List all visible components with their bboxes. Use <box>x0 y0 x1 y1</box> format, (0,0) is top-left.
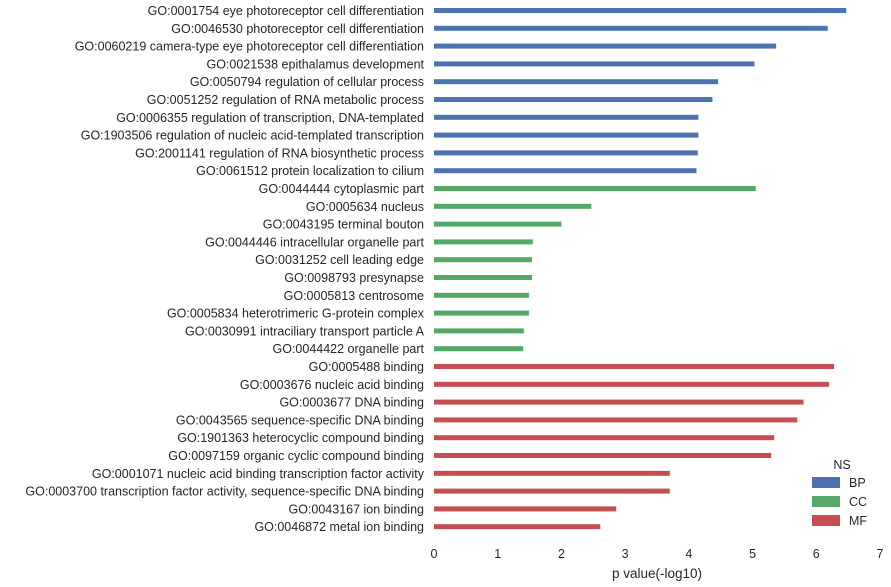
bar <box>434 328 524 334</box>
x-tick-label: 1 <box>494 547 501 561</box>
bars-layer <box>434 8 847 530</box>
category-label: GO:0001071 nucleic acid binding transcri… <box>92 467 425 481</box>
category-labels: GO:0001754 eye photoreceptor cell differ… <box>25 4 424 534</box>
bar <box>434 25 828 31</box>
bar <box>434 43 777 49</box>
category-label: GO:0046530 photoreceptor cell differenti… <box>171 22 424 36</box>
bar <box>434 381 830 387</box>
category-label: GO:0044422 organelle part <box>273 342 425 356</box>
category-label: GO:0021538 epithalamus development <box>206 57 424 71</box>
bar <box>434 310 529 316</box>
bar <box>434 186 756 191</box>
bar <box>434 61 755 67</box>
legend: NS BP CC MF <box>812 458 867 528</box>
bar <box>434 275 533 280</box>
legend-label: BP <box>849 476 866 490</box>
x-tick-label: 2 <box>558 547 565 561</box>
bar <box>434 435 775 441</box>
legend-swatch <box>812 496 840 507</box>
legend-entries: BP CC MF <box>812 476 867 528</box>
category-label: GO:0005488 binding <box>309 360 424 374</box>
bar <box>434 346 524 352</box>
bar <box>434 257 533 263</box>
bar <box>434 470 670 476</box>
category-label: GO:0060219 camera-type eye photoreceptor… <box>75 40 424 54</box>
bar <box>434 221 562 227</box>
x-tick-label: 3 <box>622 547 629 561</box>
category-label: GO:0031252 cell leading edge <box>255 253 424 267</box>
category-label: GO:0043167 ion binding <box>288 502 424 516</box>
category-label: GO:0098793 presynapse <box>284 271 424 285</box>
legend-label: CC <box>849 495 867 509</box>
legend-swatch <box>812 515 840 526</box>
category-label: GO:0050794 regulation of cellular proces… <box>190 75 424 89</box>
bar <box>434 8 847 13</box>
bar <box>434 488 670 494</box>
category-label: GO:1903506 regulation of nucleic acid-te… <box>81 129 424 143</box>
bar <box>434 399 804 405</box>
category-label: GO:0003676 nucleic acid binding <box>240 378 424 392</box>
x-tick-label: 6 <box>813 547 820 561</box>
bar <box>434 524 601 530</box>
bar <box>434 97 713 102</box>
legend-label: MF <box>849 514 867 528</box>
bar <box>434 239 533 245</box>
category-label: GO:2001141 regulation of RNA biosyntheti… <box>135 146 424 160</box>
category-label: GO:0044446 intracellular organelle part <box>205 235 424 249</box>
x-tick-label: 0 <box>431 547 438 561</box>
bar <box>434 114 699 120</box>
category-label: GO:0097159 organic cyclic compound bindi… <box>168 449 424 463</box>
category-label: GO:0006355 regulation of transcription, … <box>116 111 424 125</box>
bar <box>434 150 698 156</box>
bar <box>434 168 697 174</box>
category-label: GO:0030991 intraciliary transport partic… <box>185 324 425 338</box>
bar <box>434 132 699 138</box>
bar <box>434 203 592 209</box>
category-label: GO:0061512 protein localization to ciliu… <box>196 164 424 178</box>
category-label: GO:0044444 cytoplasmic part <box>259 182 425 196</box>
category-label: GO:0043195 terminal bouton <box>263 218 424 232</box>
category-label: GO:0003677 DNA binding <box>279 396 424 410</box>
bar <box>434 453 772 458</box>
category-label: GO:0005813 centrosome <box>284 289 424 303</box>
x-axis-ticks: 0 1 2 3 4 5 6 7 <box>431 547 884 561</box>
x-tick-label: 7 <box>877 547 884 561</box>
category-label: GO:1901363 heterocyclic compound binding <box>177 431 424 445</box>
bar <box>434 417 798 423</box>
x-axis-label: p value(-log10) <box>612 566 702 581</box>
category-label: GO:0001754 eye photoreceptor cell differ… <box>148 4 424 18</box>
legend-swatch <box>812 477 840 488</box>
category-label: GO:0003700 transcription factor activity… <box>25 485 424 499</box>
category-label: GO:0051252 regulation of RNA metabolic p… <box>147 93 424 107</box>
bar <box>434 364 835 369</box>
x-tick-label: 4 <box>685 547 692 561</box>
legend-title: NS <box>833 458 850 472</box>
bar <box>434 506 617 512</box>
bar <box>434 79 719 85</box>
category-label: GO:0046872 metal ion binding <box>254 520 424 534</box>
category-label: GO:0005634 nucleus <box>306 200 424 214</box>
bar <box>434 292 529 298</box>
x-tick-label: 5 <box>749 547 756 561</box>
category-label: GO:0043565 sequence-specific DNA binding <box>176 413 424 427</box>
category-label: GO:0005834 heterotrimeric G-protein comp… <box>167 307 425 321</box>
